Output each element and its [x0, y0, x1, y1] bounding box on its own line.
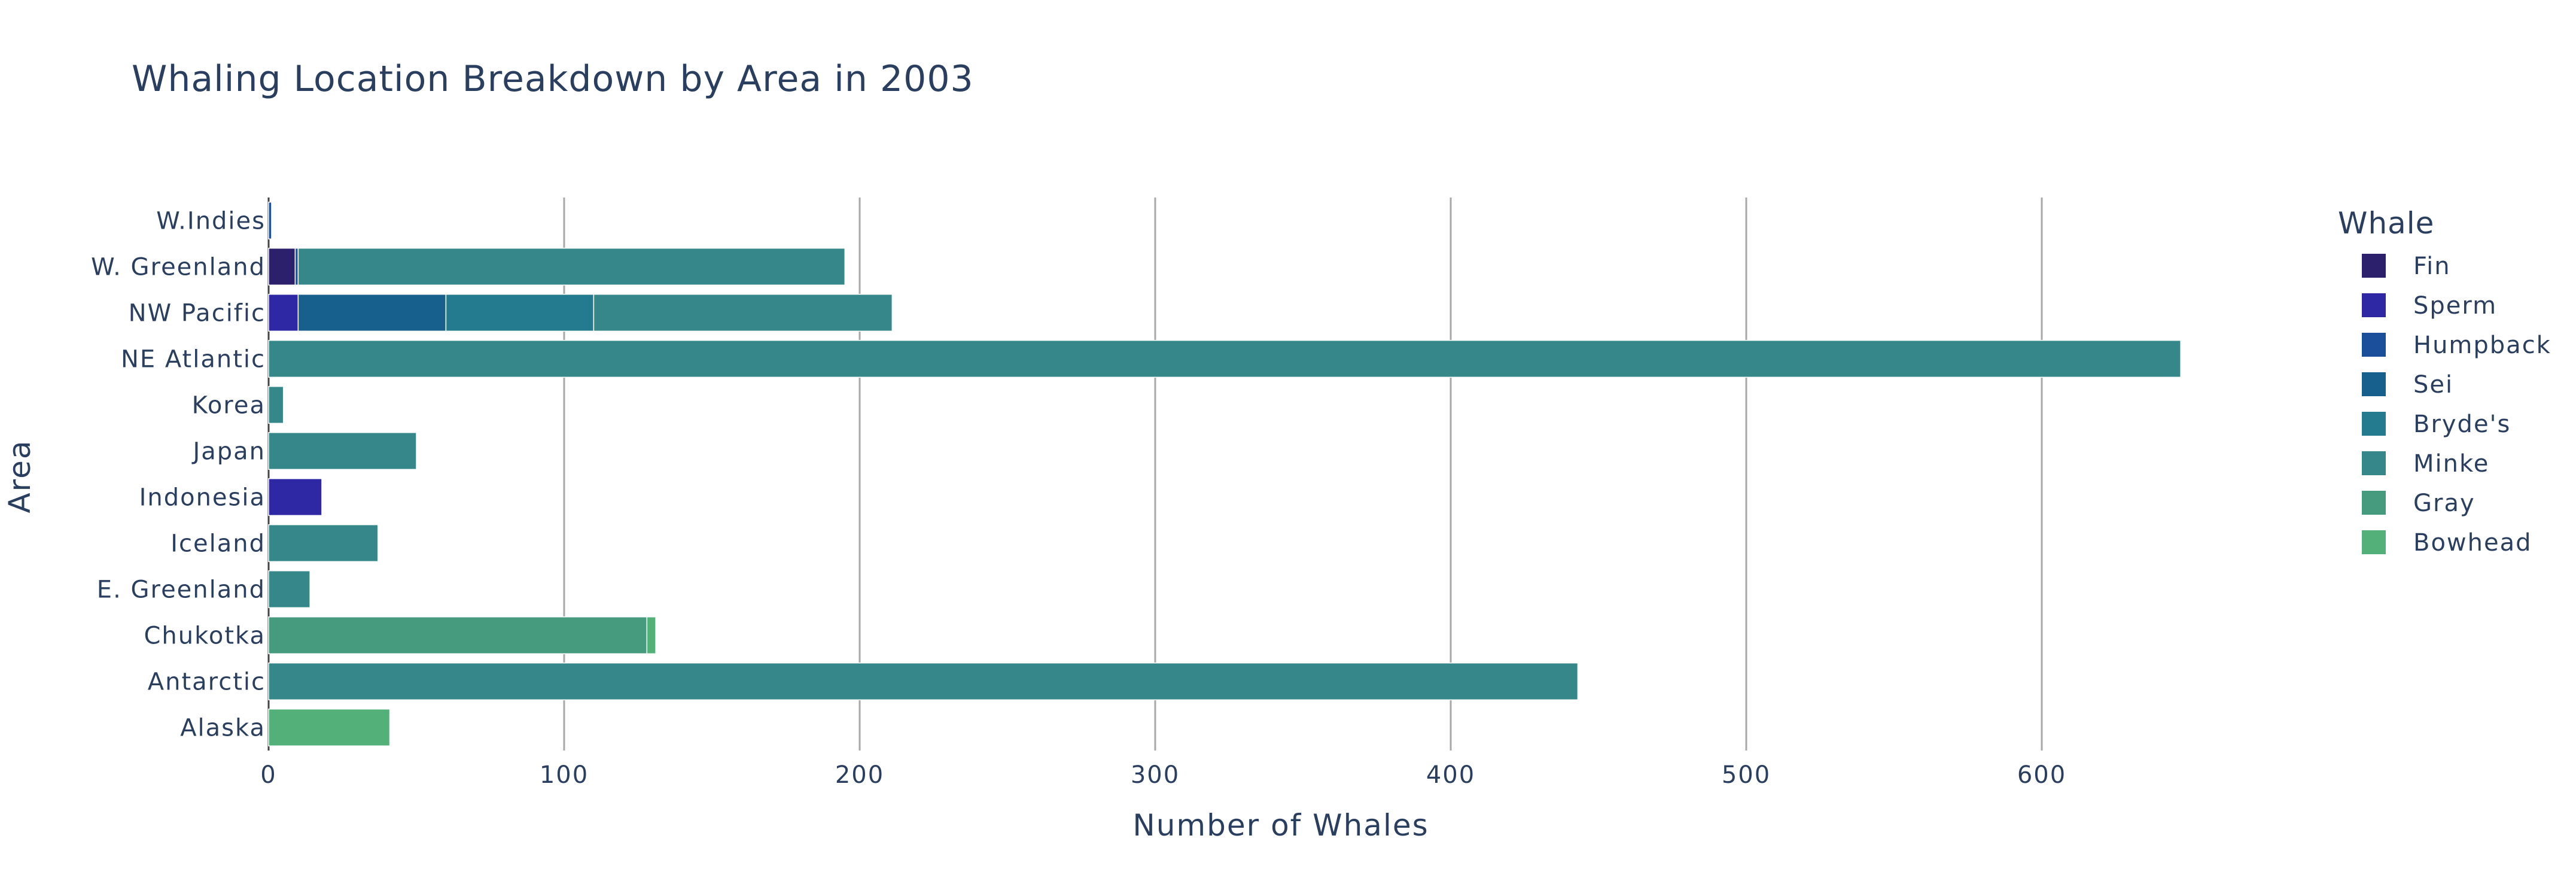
- y-tick-label: NE Atlantic: [121, 346, 266, 373]
- legend-label-bryde-s: Bryde's: [2413, 411, 2511, 438]
- series-minke: [268, 247, 2181, 701]
- y-tick-label: Iceland: [170, 530, 266, 558]
- legend-swatch-sei: [2362, 372, 2386, 396]
- x-tick-label: 0: [260, 761, 276, 789]
- legend-swatch-gray: [2362, 491, 2386, 515]
- legend-label-gray: Gray: [2413, 490, 2475, 517]
- series-sperm: [268, 293, 322, 517]
- x-tick-label: 300: [1131, 761, 1180, 789]
- legend-label-sperm: Sperm: [2413, 292, 2497, 320]
- y-tick-label: NW Pacific: [129, 300, 266, 327]
- bar-fin-w-greenland: [268, 247, 296, 286]
- bars: [268, 201, 2181, 747]
- x-tick-label: 200: [835, 761, 884, 789]
- x-tick-label: 500: [1722, 761, 1771, 789]
- bar-minke-e-greenland: [268, 570, 310, 609]
- y-tick-label: W. Greenland: [91, 254, 266, 281]
- legend-swatch-bryde-s: [2362, 412, 2386, 436]
- y-tick-label: Antarctic: [148, 669, 266, 696]
- y-tick-label: Alaska: [180, 715, 266, 742]
- legend-label-bowhead: Bowhead: [2413, 529, 2532, 557]
- legend-label-minke: Minke: [2413, 450, 2489, 478]
- bar-sperm-nw-pacific: [268, 293, 299, 332]
- bar-minke-w-greenland: [297, 247, 846, 286]
- series-fin: [268, 247, 296, 286]
- bar-bowhead-chukotka: [646, 616, 656, 655]
- y-tick-label: Indonesia: [139, 484, 266, 512]
- x-axis-ticks: 0 100 200 300 400 500 600: [260, 761, 2066, 789]
- series-bryde-s: [445, 293, 595, 332]
- x-tick-label: 600: [2017, 761, 2066, 789]
- bar-bryde-s-nw-pacific: [445, 293, 595, 332]
- bar-minke-japan: [268, 432, 417, 470]
- bar-minke-ne-atlantic: [268, 339, 2181, 378]
- series-sei: [297, 293, 447, 332]
- bar-humpback-w-indies: [268, 201, 272, 240]
- legend-swatch-minke: [2362, 451, 2386, 475]
- bar-sperm-indonesia: [268, 478, 322, 517]
- chart-title: Whaling Location Breakdown by Area in 20…: [132, 58, 974, 100]
- legend-swatch-fin: [2362, 254, 2386, 278]
- legend-label-fin: Fin: [2413, 253, 2451, 280]
- x-tick-label: 100: [540, 761, 589, 789]
- bar-minke-antarctic: [268, 662, 1579, 701]
- y-axis-title: Area: [2, 439, 37, 513]
- series-bowhead: [268, 616, 656, 747]
- y-axis-ticks: Alaska Antarctic Chukotka E. Greenland Icela…: [91, 208, 266, 742]
- legend-swatch-humpback: [2362, 333, 2386, 357]
- legend-swatch-sperm: [2362, 293, 2386, 317]
- bar-gray-chukotka: [268, 616, 648, 655]
- y-tick-label: Chukotka: [144, 622, 266, 650]
- legend: Whale Fin Sperm Humpback Sei Bryde's Minke Gra…: [2338, 206, 2551, 557]
- bar-sei-nw-pacific: [297, 293, 447, 332]
- legend-title: Whale: [2338, 206, 2434, 241]
- y-tick-label: Korea: [192, 392, 266, 420]
- y-tick-label: Japan: [191, 438, 266, 466]
- legend-label-humpback: Humpback: [2413, 332, 2551, 359]
- bar-bowhead-alaska: [268, 708, 391, 747]
- bar-minke-korea: [268, 385, 284, 424]
- series-gray: [268, 616, 648, 655]
- legend-label-sei: Sei: [2413, 371, 2453, 399]
- x-tick-label: 400: [1426, 761, 1475, 789]
- y-tick-label: W.Indies: [156, 208, 266, 235]
- bar-minke-nw-pacific: [593, 293, 893, 332]
- bar-minke-iceland: [268, 524, 379, 563]
- legend-swatch-bowhead: [2362, 530, 2386, 554]
- gridlines: [267, 198, 2043, 751]
- y-tick-label: E. Greenland: [97, 576, 266, 604]
- x-axis-title: Number of Whales: [1132, 808, 1429, 843]
